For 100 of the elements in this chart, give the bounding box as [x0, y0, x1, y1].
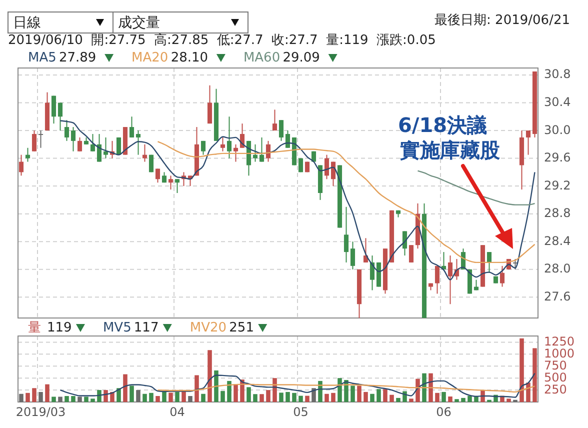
bar: [266, 390, 270, 402]
bar: [520, 338, 524, 402]
candlestick: [129, 116, 134, 138]
candlestick: [285, 130, 290, 148]
bar: [142, 394, 147, 402]
bar: [156, 396, 160, 402]
bar: [78, 396, 82, 402]
bar: [350, 386, 355, 402]
text: 29.09: [282, 50, 320, 66]
bar: [188, 396, 192, 402]
y-tick-label: 28.8: [544, 206, 571, 220]
text: 27.89: [58, 50, 96, 66]
text: 251: [229, 320, 254, 336]
y-tick-label: 28.4: [544, 234, 571, 248]
bar: [162, 391, 166, 402]
text: 119: [47, 320, 72, 336]
bar: [442, 392, 446, 402]
y-tick-label: 27.6: [544, 289, 571, 304]
bar: [19, 394, 24, 402]
y-tick-label: 30.4: [544, 95, 571, 110]
text: MA5: [28, 50, 56, 66]
bar: [71, 396, 76, 402]
text: 28.10: [170, 50, 208, 66]
bar: [149, 392, 154, 402]
bar: [506, 398, 511, 402]
candlestick: [233, 144, 238, 162]
candlestick: [155, 168, 160, 184]
bar: [58, 396, 62, 402]
candlestick: [344, 206, 349, 263]
y-tick-label: 1000: [544, 346, 575, 360]
candlestick: [51, 95, 56, 124]
bar: [474, 396, 478, 402]
bar: [305, 396, 310, 402]
y-tick-label: 29.2: [544, 178, 571, 192]
candlestick: [486, 252, 492, 274]
y-tick-label: 500: [544, 370, 567, 384]
candlestick: [142, 144, 148, 162]
bar: [338, 378, 342, 402]
line-series: [60, 372, 536, 398]
candlestick: [174, 178, 180, 194]
bar: [168, 392, 173, 402]
bar: [246, 387, 251, 402]
candlestick: [252, 144, 258, 162]
bar: [364, 392, 368, 402]
candlestick: [278, 120, 284, 142]
candlestick: [136, 130, 141, 156]
bar: [454, 399, 459, 402]
bar: [123, 374, 128, 402]
candlestick: [77, 136, 82, 152]
bar: [38, 392, 43, 402]
bar: [448, 396, 452, 402]
candlestick: [259, 136, 264, 162]
candlestick: [370, 255, 375, 291]
candlestick: [90, 133, 96, 152]
bar: [214, 370, 218, 402]
candlestick: [58, 102, 63, 131]
candlestick: [448, 255, 453, 305]
candlestick: [434, 265, 440, 294]
bar: [435, 392, 440, 402]
candlestick: [500, 265, 505, 288]
bar: [312, 388, 316, 402]
bar: [26, 392, 30, 402]
candlestick: [402, 230, 408, 256]
bar: [45, 384, 50, 402]
bar: [116, 388, 121, 402]
line-series: [157, 384, 536, 393]
candlestick: [200, 140, 206, 156]
y-tick-label: 28.0: [544, 262, 571, 276]
bar: [324, 394, 329, 402]
bar: [279, 392, 284, 402]
bar: [422, 373, 426, 402]
bar: [136, 390, 140, 402]
bar: [84, 396, 88, 402]
bar: [292, 392, 296, 402]
x-tick-label: 04: [170, 405, 185, 419]
y-tick-label: 30.8: [544, 67, 571, 82]
chart-title: 最後日期: 2019/06/21: [434, 13, 570, 28]
candlestick: [220, 136, 226, 152]
annotation: 6/18決議: [398, 113, 488, 137]
bar: [253, 394, 258, 402]
candlestick: [96, 133, 102, 162]
bar: [201, 394, 206, 402]
candlestick: [64, 120, 70, 142]
x-tick-label: 05: [293, 405, 308, 419]
y-tick-label: 750: [544, 358, 567, 372]
bar: [234, 384, 238, 402]
candlestick: [168, 175, 174, 190]
bar: [32, 388, 36, 402]
bar: [64, 396, 69, 402]
text: MA20: [132, 50, 168, 66]
bar: [428, 373, 433, 402]
text: MV20: [190, 320, 227, 336]
candlestick: [226, 116, 232, 159]
bar: [532, 348, 537, 402]
text: 量: [28, 320, 41, 336]
bar: [175, 392, 180, 402]
candlestick: [103, 136, 108, 159]
candlestick: [324, 154, 330, 180]
candlestick: [38, 130, 44, 148]
bar: [331, 392, 336, 402]
